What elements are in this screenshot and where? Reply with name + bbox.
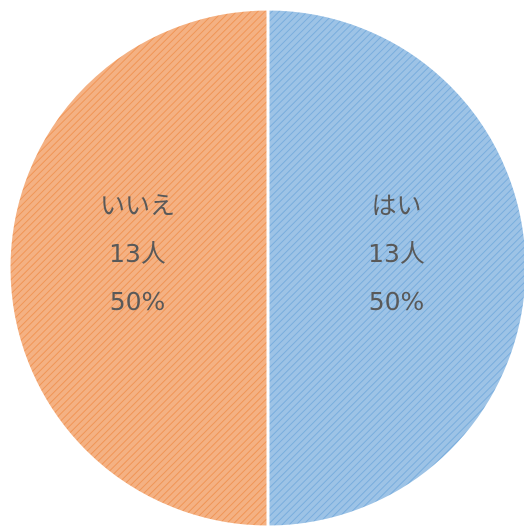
slice-category-label-1: いいえ [100, 191, 175, 220]
slice-percent-label-0: 50% [369, 287, 425, 316]
slice-percent-label-1: 50% [110, 287, 166, 316]
pie-slice-1 [7, 7, 270, 529]
labels-layer: はい 13人 50% いいえ 13人 50% [100, 191, 425, 316]
pie-slice-0 [266, 7, 524, 529]
slice-count-label-0: 13人 [368, 239, 425, 268]
slices-layer [7, 7, 524, 529]
slice-category-label-0: はい [371, 191, 421, 220]
slice-count-label-1: 13人 [109, 239, 166, 268]
